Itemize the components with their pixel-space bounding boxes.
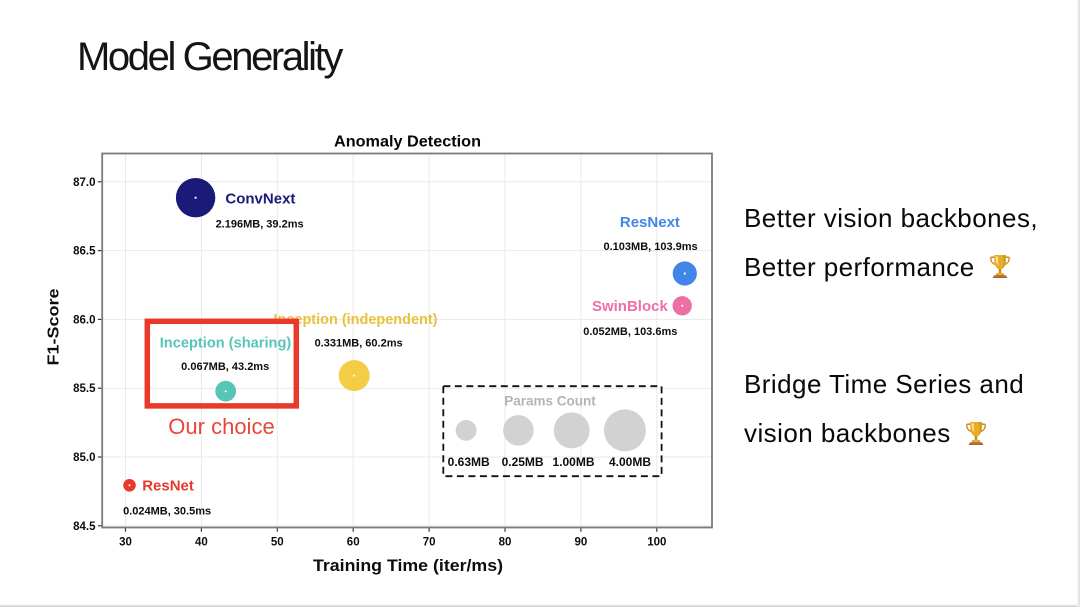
svg-text:Our choice: Our choice xyxy=(168,414,274,439)
svg-text:85.0: 85.0 xyxy=(73,452,95,464)
svg-text:30: 30 xyxy=(119,537,132,549)
svg-text:ResNext: ResNext xyxy=(620,214,680,231)
svg-text:86.5: 86.5 xyxy=(73,246,96,258)
svg-text:4.00MB: 4.00MB xyxy=(609,455,651,469)
svg-text:Inception (sharing): Inception (sharing) xyxy=(160,335,292,352)
svg-text:40: 40 xyxy=(195,537,208,549)
svg-text:60: 60 xyxy=(347,537,360,549)
svg-text:0.331MB, 60.2ms: 0.331MB, 60.2ms xyxy=(315,338,403,350)
svg-text:Params Count: Params Count xyxy=(504,393,596,408)
svg-text:0.052MB, 103.6ms: 0.052MB, 103.6ms xyxy=(583,326,677,338)
svg-text:86.0: 86.0 xyxy=(73,314,95,326)
svg-text:84.5: 84.5 xyxy=(73,521,96,533)
svg-text:70: 70 xyxy=(423,537,436,549)
svg-text:50: 50 xyxy=(271,537,284,549)
svg-text:90: 90 xyxy=(575,537,588,549)
svg-text:87.0: 87.0 xyxy=(73,177,95,189)
svg-text:ConvNext: ConvNext xyxy=(225,190,295,207)
svg-text:2.196MB, 39.2ms: 2.196MB, 39.2ms xyxy=(216,218,304,230)
svg-text:F1-Score: F1-Score xyxy=(46,288,63,365)
svg-text:Anomaly Detection: Anomaly Detection xyxy=(334,134,481,151)
svg-text:85.5: 85.5 xyxy=(73,383,96,395)
svg-text:80: 80 xyxy=(499,537,512,549)
svg-text:Inception (independent): Inception (independent) xyxy=(274,311,438,328)
svg-text:1.00MB: 1.00MB xyxy=(552,455,594,469)
svg-text:0.63MB: 0.63MB xyxy=(448,455,490,469)
svg-text:ResNet: ResNet xyxy=(142,477,194,494)
svg-text:0.25MB: 0.25MB xyxy=(502,455,544,469)
svg-text:SwinBlock: SwinBlock xyxy=(592,298,669,315)
svg-text:Training Time (iter/ms): Training Time (iter/ms) xyxy=(313,556,503,575)
svg-text:0.067MB, 43.2ms: 0.067MB, 43.2ms xyxy=(181,361,269,373)
svg-text:0.024MB, 30.5ms: 0.024MB, 30.5ms xyxy=(123,506,211,518)
svg-text:100: 100 xyxy=(647,537,666,549)
svg-text:0.103MB, 103.9ms: 0.103MB, 103.9ms xyxy=(604,241,698,253)
